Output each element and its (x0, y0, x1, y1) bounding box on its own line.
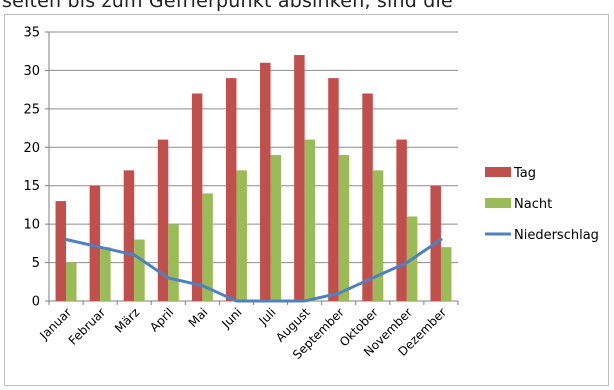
bar-tag-september (328, 78, 339, 301)
top-text: seiten bis zum Gefrierpunkt absinken, si… (2, 0, 453, 12)
legend-swatch-nacht (485, 198, 511, 208)
bar-nacht-februar (100, 247, 111, 301)
line-niederschlag (64, 238, 443, 303)
x-tick-label: März (112, 305, 142, 335)
bar-tag-august (294, 55, 305, 301)
bar-nacht-september (338, 154, 350, 301)
y-tick-label: 5 (32, 256, 40, 271)
y-tick-labels: 0 5 10 15 20 25 30 35 (23, 26, 40, 310)
bar-nacht-januar (66, 262, 77, 301)
x-tick-label: April (147, 305, 176, 334)
bar-tag-juli (260, 62, 271, 301)
legend-swatch-tag (485, 167, 511, 177)
bar-tag-april (157, 139, 169, 301)
bar-tag-februar (89, 185, 101, 301)
x-tick-label: Mai (186, 305, 211, 330)
chart-frame (4, 14, 609, 386)
y-tick-label: 30 (23, 64, 40, 79)
bar-tag-november (396, 139, 407, 301)
bar-nacht-august (304, 139, 316, 301)
y-tick-label: 35 (23, 26, 40, 41)
x-tick-label: Juni (218, 305, 244, 331)
x-tick-label: Februar (66, 305, 109, 348)
legend-label-nacht: Nacht (514, 197, 552, 212)
line-series (64, 238, 443, 303)
bar-nacht-juni (236, 170, 247, 301)
y-tick-label: 0 (32, 295, 40, 310)
y-tick-label: 20 (23, 141, 40, 156)
bar-nacht-märz (134, 239, 145, 301)
bar-tag-märz (123, 170, 135, 301)
gridlines (45, 31, 459, 305)
bar-nacht-mai (202, 193, 213, 301)
bar-nacht-juli (270, 154, 282, 301)
legend-label-tag: Tag (513, 166, 536, 181)
bar-nacht-dezember (440, 247, 452, 301)
bar-tag-januar (55, 201, 67, 301)
y-tick-label: 25 (23, 102, 40, 117)
bar-nacht-oktober (372, 170, 384, 301)
bar-tag-juni (225, 78, 237, 301)
bar-nacht-april (168, 224, 179, 301)
x-tick-label: Juli (255, 305, 278, 328)
bars (55, 55, 452, 301)
bar-tag-oktober (362, 93, 373, 301)
y-tick-label: 10 (23, 218, 40, 233)
y-tick-label: 15 (23, 179, 40, 194)
legend-label-niederschlag: Niederschlag (514, 228, 599, 243)
bar-tag-mai (191, 93, 203, 301)
legend: Tag Nacht Niederschlag (485, 166, 599, 243)
